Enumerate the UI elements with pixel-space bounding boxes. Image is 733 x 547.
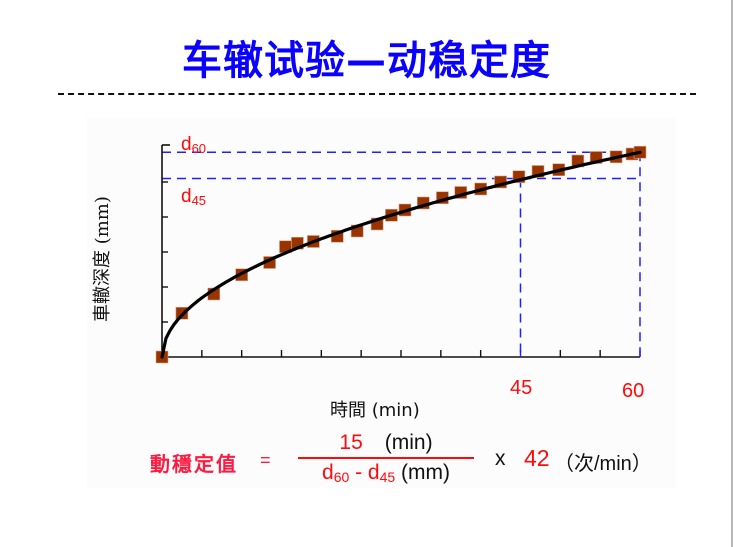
x-axis-label-cjk: 時間 [330,400,366,421]
formula-lhs: 動穩定值 [150,452,238,476]
formula-times: x [495,447,506,470]
formula-numerator: 15 (min) [298,430,474,456]
d45-label: d45 [181,186,206,208]
numerator-value: 15 [339,431,363,454]
x-axis-label-unit: (min) [366,400,420,421]
formula-factor: 42 [524,445,550,471]
chart-panel [86,118,676,488]
fraction-bar [298,457,474,459]
title-divider [58,93,696,95]
y-axis-label: 車轍深度 (mm) [92,196,113,322]
den-d60: d60 - d45 [322,461,396,485]
d45-letter: d [181,186,192,207]
fit-curve [160,150,642,359]
slide-right-border [731,0,733,547]
d60-letter: d [181,134,192,155]
d60-label: d60 [181,134,206,156]
formula-unit: （次/min） [554,451,652,475]
formula-equals: = [260,450,271,470]
dynamic-stability-formula: 動穩定值 = 15 (min) d60 - d45 (mm) x 42 （次/mi… [150,430,680,490]
d60-subscript: 60 [191,141,207,156]
slide-title: 车辙试验—动稳定度 [182,38,551,84]
formula-denominator: d60 - d45 (mm) [298,460,474,486]
numerator-unit: (min) [384,431,433,454]
d45-subscript: 45 [191,193,207,208]
x-axis-label: 時間 (min) [330,396,420,422]
x-tick-label-60: 60 [622,380,645,402]
formula-fraction: 15 (min) d60 - d45 (mm) [298,430,474,486]
x-tick-label-45: 45 [510,377,533,399]
denominator-unit: (mm) [395,461,450,484]
